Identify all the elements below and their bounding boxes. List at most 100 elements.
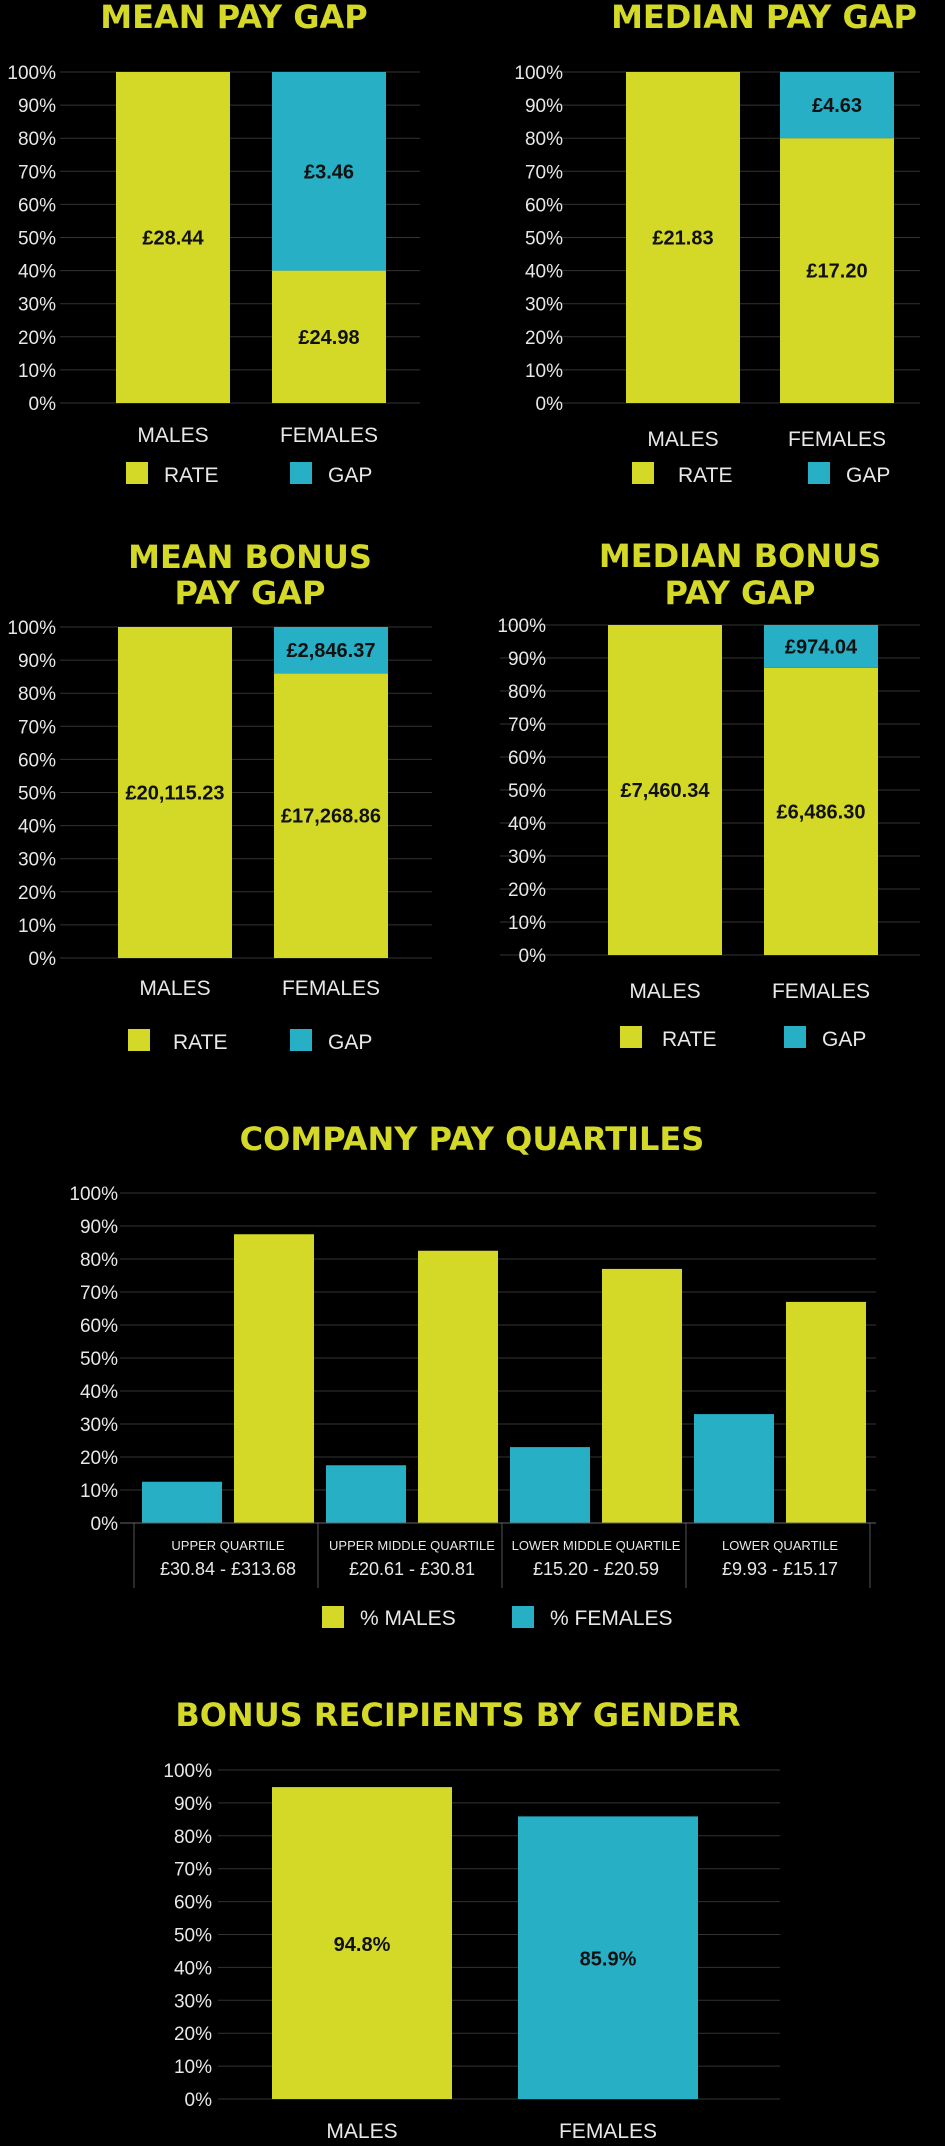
y-tick-label: 10% — [18, 916, 56, 937]
bar-males — [786, 1301, 866, 1523]
legend-label: GAP — [328, 464, 372, 487]
quartile-label: LOWER QUARTILE — [722, 1538, 838, 1553]
y-tick-label: 60% — [80, 1316, 118, 1337]
chart-title: MEDIAN BONUS — [599, 537, 881, 575]
bar-rate — [780, 138, 894, 403]
data-label: £7,460.34 — [621, 780, 711, 802]
bar-rate — [274, 673, 388, 958]
legend-swatch-gap — [290, 1029, 312, 1051]
y-tick-label: 100% — [7, 63, 56, 84]
y-tick-label: 90% — [174, 1794, 212, 1815]
quartile-range: £9.93 - £15.17 — [722, 1559, 838, 1579]
y-tick-label: 90% — [525, 96, 563, 117]
quartile-label: LOWER MIDDLE QUARTILE — [512, 1538, 681, 1553]
quartile-range: £15.20 - £20.59 — [533, 1559, 659, 1579]
bar-females — [518, 1816, 698, 2099]
data-label: £2,846.37 — [287, 640, 376, 662]
y-tick-label: 60% — [174, 1893, 212, 1914]
y-tick-label: 20% — [508, 880, 546, 901]
y-tick-label: 30% — [525, 295, 563, 316]
y-tick-label: 90% — [508, 649, 546, 670]
legend-swatch-rate — [632, 462, 654, 484]
legend-label: RATE — [164, 464, 218, 487]
chart-title: PAY GAP — [664, 574, 815, 612]
y-tick-label: 30% — [80, 1415, 118, 1436]
category-label: MALES — [139, 977, 210, 1000]
y-tick-label: 0% — [185, 2090, 213, 2111]
legend-swatch-rate — [620, 1026, 642, 1048]
y-tick-label: 20% — [80, 1448, 118, 1469]
data-label: £17,268.86 — [281, 806, 381, 828]
y-tick-label: 0% — [91, 1514, 119, 1535]
bar-rate — [118, 627, 232, 958]
category-label: MALES — [647, 428, 718, 451]
y-tick-label: 70% — [174, 1860, 212, 1881]
y-tick-label: 50% — [525, 229, 563, 250]
legend-label: GAP — [846, 464, 890, 487]
y-tick-label: 20% — [174, 2024, 212, 2045]
y-tick-label: 10% — [525, 361, 563, 382]
y-tick-label: 70% — [18, 162, 56, 183]
bar-females — [326, 1465, 406, 1523]
y-tick-label: 30% — [18, 295, 56, 316]
legend-swatch-rate — [128, 1029, 150, 1051]
chart-quartiles: COMPANY PAY QUARTILES 0% 10% 20% 30% 40% 50% 60… — [69, 1120, 876, 1630]
legend-swatch-gap — [784, 1026, 806, 1048]
legend-label: RATE — [173, 1031, 227, 1054]
chart-bonus-recipients: BONUS RECIPIENTS BY GENDER 0% 10% 20% 30% 40%… — [163, 1696, 780, 2143]
y-tick-label: 100% — [497, 616, 546, 637]
category-label: FEMALES — [282, 977, 380, 1000]
bar-females — [694, 1414, 774, 1523]
y-tick-label: 100% — [163, 1761, 212, 1782]
y-tick-label: 80% — [80, 1250, 118, 1271]
y-tick-label: 100% — [514, 63, 563, 84]
y-tick-label: 80% — [525, 129, 563, 150]
y-tick-label: 20% — [18, 328, 56, 349]
y-tick-label: 80% — [174, 1827, 212, 1848]
legend-swatch-males — [322, 1606, 344, 1628]
y-tick-label: 60% — [18, 195, 56, 216]
legend-label: RATE — [678, 464, 732, 487]
legend-label: % MALES — [360, 1607, 456, 1630]
y-tick-label: 100% — [69, 1184, 118, 1205]
chart-0: MEAN PAY GAP 0% 10% 20% 30% 40% 50% 60% 70% 80% 90… — [7, 0, 420, 487]
bar-gap — [764, 625, 878, 668]
y-tick-label: 50% — [80, 1349, 118, 1370]
y-tick-label: 70% — [80, 1283, 118, 1304]
category-label: FEMALES — [280, 424, 378, 447]
y-tick-label: 0% — [29, 394, 57, 415]
bar-males — [234, 1234, 314, 1523]
y-tick-label: 90% — [18, 651, 56, 672]
y-tick-label: 10% — [80, 1481, 118, 1502]
bar-females — [510, 1447, 590, 1523]
category-label: MALES — [137, 424, 208, 447]
y-tick-label: 40% — [174, 1958, 212, 1979]
y-tick-label: 90% — [18, 96, 56, 117]
y-tick-label: 40% — [508, 814, 546, 835]
legend-label: RATE — [662, 1028, 716, 1051]
y-tick-label: 70% — [508, 715, 546, 736]
bar-females — [142, 1481, 222, 1523]
data-label: £4.63 — [812, 95, 862, 117]
bar-gap — [274, 627, 388, 674]
category-label: FEMALES — [788, 428, 886, 451]
data-label: £21.83 — [652, 228, 713, 250]
chart-title: COMPANY PAY QUARTILES — [240, 1120, 705, 1158]
legend-swatch-rate — [126, 462, 148, 484]
y-tick-label: 60% — [508, 748, 546, 769]
chart-title: MEAN BONUS — [128, 538, 372, 576]
quartile-label: UPPER MIDDLE QUARTILE — [329, 1538, 495, 1553]
y-tick-label: 90% — [80, 1217, 118, 1238]
y-tick-label: 70% — [525, 162, 563, 183]
legend-swatch-gap — [808, 462, 830, 484]
chart-title: BONUS RECIPIENTS BY GENDER — [175, 1696, 740, 1734]
data-label: £17.20 — [806, 261, 867, 283]
y-tick-label: 50% — [508, 781, 546, 802]
quartile-range: £30.84 - £313.68 — [160, 1559, 296, 1579]
bar-gap — [780, 72, 894, 139]
category-label: MALES — [326, 2120, 397, 2143]
y-tick-label: 60% — [525, 195, 563, 216]
legend-label: GAP — [822, 1028, 866, 1051]
